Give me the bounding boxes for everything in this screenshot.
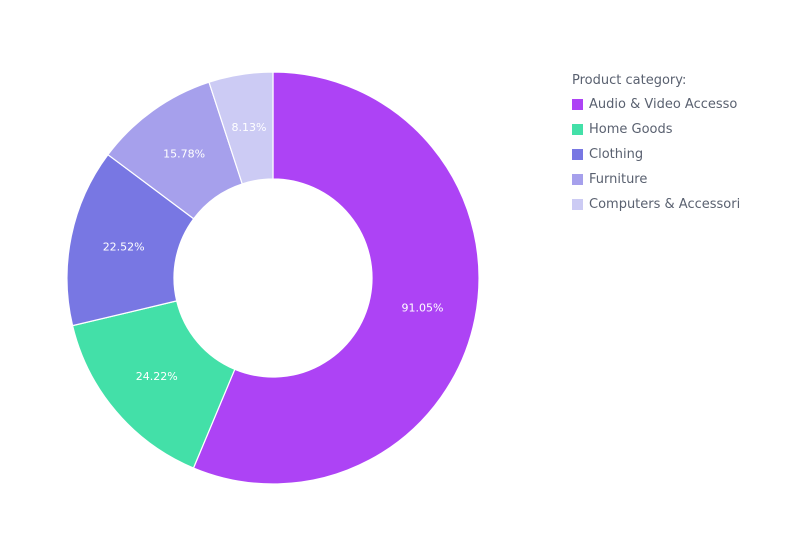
legend-item-home-goods[interactable]: Home Goods <box>572 117 740 142</box>
legend-label: Furniture <box>589 172 648 187</box>
legend-item-audio-video-accesso[interactable]: Audio & Video Accesso <box>572 92 740 117</box>
slice-label-furniture: 15.78% <box>163 148 205 161</box>
legend-swatch <box>572 99 583 110</box>
legend-label: Clothing <box>589 147 644 162</box>
legend-label: Home Goods <box>589 122 673 137</box>
legend-item-furniture[interactable]: Furniture <box>572 167 740 192</box>
legend-item-clothing[interactable]: Clothing <box>572 142 740 167</box>
legend-swatch <box>572 149 583 160</box>
legend-items: Audio & Video Accesso Home Goods Clothing F… <box>572 92 740 217</box>
donut-chart: 91.05% 24.22% 22.52% 15.78% 8.13% <box>66 71 480 485</box>
legend-label: Computers & Accessori <box>589 197 741 212</box>
legend-swatch <box>572 199 583 210</box>
legend-swatch <box>572 174 583 185</box>
slice-home-goods[interactable] <box>71 300 236 469</box>
slice-label-computers-accessori: 8.13% <box>232 121 267 134</box>
slice-audio-video-accesso[interactable] <box>192 71 480 485</box>
donut-slices <box>66 71 480 485</box>
slice-clothing[interactable] <box>66 153 195 327</box>
legend-title: Product category: <box>572 73 687 88</box>
legend-item-computers-accessori[interactable]: Computers & Accessori <box>572 192 740 217</box>
slice-label-clothing: 22.52% <box>103 241 145 254</box>
legend: Product category: Audio & Video Accesso H… <box>572 70 740 217</box>
slice-labels: 91.05% 24.22% 22.52% 15.78% 8.13% <box>103 121 444 383</box>
slice-label-home-goods: 24.22% <box>136 370 178 383</box>
slice-label-audio-video-accesso: 91.05% <box>402 302 444 315</box>
legend-swatch <box>572 124 583 135</box>
slice-computers-accessori[interactable] <box>208 71 274 185</box>
legend-label: Audio & Video Accesso <box>589 97 738 112</box>
